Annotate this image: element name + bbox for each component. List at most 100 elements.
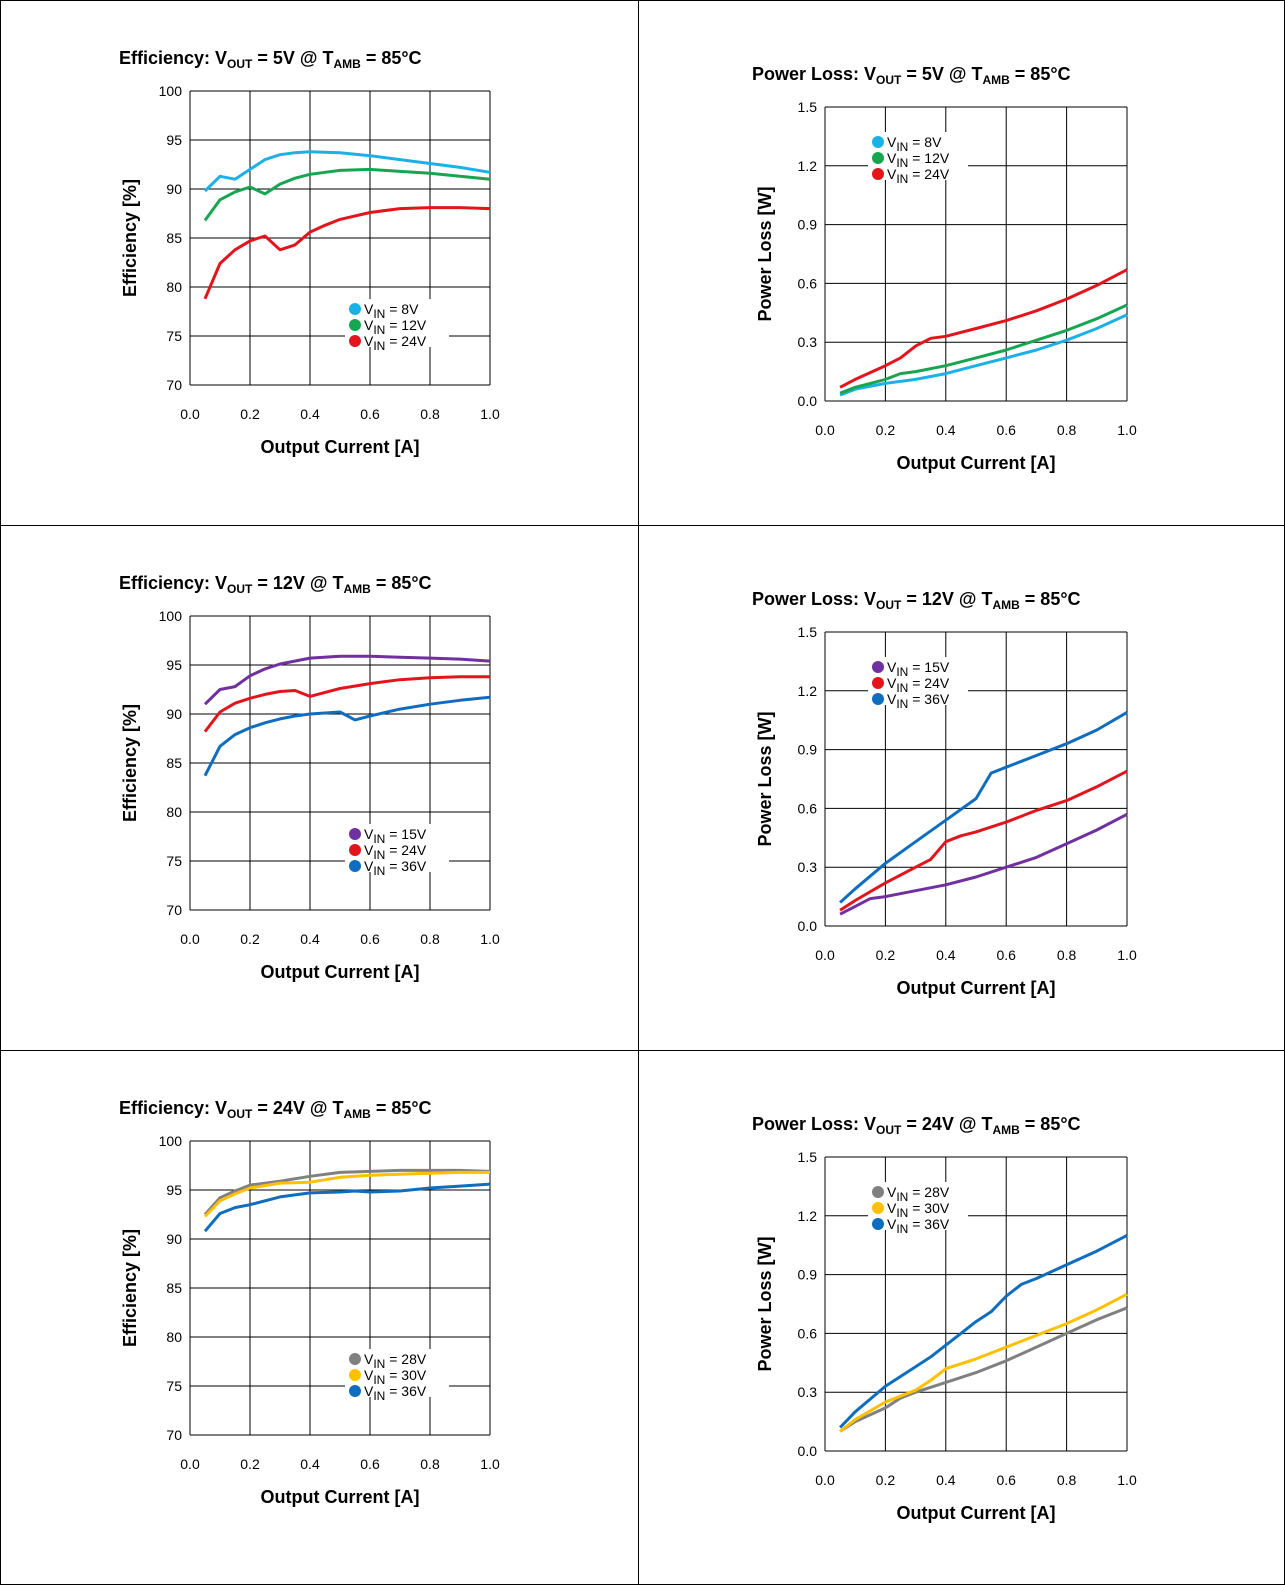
x-tick-label: 1.0	[480, 1456, 500, 1472]
legend-label-part: = 24V	[908, 675, 950, 691]
y-tick-label: 90	[166, 706, 182, 722]
x-tick-label: 0.4	[300, 406, 320, 422]
y-tick-label: 0.9	[798, 1267, 818, 1283]
x-axis-label: Output Current [A]	[261, 1487, 420, 1507]
y-tick-label: 100	[159, 83, 183, 99]
chart-title: Efficiency: VOUT = 5V @ TAMB = 85°C	[119, 48, 422, 71]
legend-label: VIN = 28V	[887, 1184, 950, 1204]
series-line-0	[203, 1168, 491, 1216]
chart-svg: Efficiency: VOUT = 5V @ TAMB = 85°C 70 75 8…	[119, 48, 500, 457]
legend-label-part: = 36V	[385, 858, 427, 874]
legend-label-part: V	[887, 150, 897, 166]
y-axis-label: Efficiency [%]	[120, 1229, 140, 1347]
legend-label-part: = 15V	[908, 659, 950, 675]
series-line-1	[203, 1170, 490, 1218]
chart-cell-efficiency-5v: Efficiency: VOUT = 5V @ TAMB = 85°C 70 75 8…	[1, 1, 639, 526]
chart-title-part: OUT	[876, 598, 902, 612]
y-tick-label: 75	[166, 853, 182, 869]
chart-title: Efficiency: VOUT = 12V @ TAMB = 85°C	[119, 573, 432, 596]
y-tick-label: 0.9	[798, 217, 818, 233]
chart-title-part: = 85°C	[1010, 64, 1071, 84]
y-tick-label: 1.5	[798, 624, 818, 640]
y-axis-label: Power Loss [W]	[755, 186, 775, 321]
legend-label-part: IN	[373, 1389, 385, 1403]
series-line-1	[839, 1292, 1128, 1433]
legend-label-part: V	[364, 1367, 374, 1383]
legend-label-part: IN	[896, 681, 908, 695]
legend-label: VIN = 24V	[887, 675, 950, 695]
chart-title-part: = 85°C	[371, 1098, 432, 1118]
legend-label-part: V	[887, 1184, 897, 1200]
legend-label-part: IN	[896, 665, 908, 679]
legend-label-part: V	[364, 858, 374, 874]
legend-label-part: V	[887, 134, 897, 150]
chart-title-part: = 5V @ T	[252, 48, 333, 68]
y-tick-label: 75	[166, 328, 182, 344]
chart-title-part: OUT	[227, 57, 253, 71]
chart-title-part: = 85°C	[361, 48, 422, 68]
x-tick-label: 0.8	[420, 406, 440, 422]
x-tick-label: 0.0	[815, 947, 835, 963]
chart-cell-power-loss-24v: Power Loss: VOUT = 24V @ TAMB = 85°C 0.0 0…	[639, 1051, 1284, 1584]
chart-title: Efficiency: VOUT = 24V @ TAMB = 85°C	[119, 1098, 432, 1121]
legend-marker	[349, 1385, 361, 1397]
series-line-2	[203, 695, 491, 777]
series-line-2	[839, 268, 1128, 389]
legend-marker	[872, 677, 884, 689]
chart-title-part: AMB	[982, 73, 1010, 87]
x-tick-label: 0.6	[996, 422, 1016, 438]
chart-cell-efficiency-12v: Efficiency: VOUT = 12V @ TAMB = 85°C 70 75…	[1, 526, 639, 1051]
chart-cell-efficiency-24v: Efficiency: VOUT = 24V @ TAMB = 85°C 70 75…	[1, 1051, 639, 1584]
series-line-2	[839, 711, 1128, 904]
y-tick-label: 85	[166, 755, 182, 771]
chart-svg: Efficiency: VOUT = 12V @ TAMB = 85°C 70 75…	[119, 573, 500, 982]
y-tick-label: 1.2	[798, 158, 818, 174]
legend-marker	[349, 319, 361, 331]
x-axis-label: Output Current [A]	[897, 1503, 1056, 1523]
legend-label-part: V	[887, 659, 897, 675]
y-tick-label: 80	[166, 1329, 182, 1345]
chart-svg: Efficiency: VOUT = 24V @ TAMB = 85°C 70 75…	[119, 1098, 500, 1507]
legend-label: VIN = 12V	[364, 317, 427, 337]
x-tick-label: 0.8	[1057, 947, 1077, 963]
y-tick-label: 100	[159, 608, 183, 624]
legend-label-part: IN	[373, 323, 385, 337]
legend-marker	[872, 152, 884, 164]
chart-title-part: AMB	[992, 598, 1020, 612]
legend-label-part: = 28V	[385, 1351, 427, 1367]
chart-title-part: = 12V @ T	[901, 589, 992, 609]
x-tick-label: 1.0	[1117, 422, 1137, 438]
x-tick-label: 0.2	[240, 1456, 260, 1472]
legend-label-part: IN	[896, 1222, 908, 1236]
x-tick-label: 0.2	[876, 947, 896, 963]
y-tick-label: 90	[166, 1231, 182, 1247]
y-tick-label: 1.5	[798, 1149, 818, 1165]
chart-title-part: = 24V @ T	[252, 1098, 343, 1118]
x-tick-label: 0.0	[180, 1456, 200, 1472]
legend-label-part: V	[364, 317, 374, 333]
chart-title-part: OUT	[227, 1107, 253, 1121]
series-line-1	[839, 769, 1128, 912]
y-tick-label: 0.0	[798, 1443, 818, 1459]
y-tick-label: 0.9	[798, 742, 818, 758]
legend-label-part: IN	[373, 307, 385, 321]
legend-background	[345, 824, 449, 872]
legend-label-part: = 24V	[908, 166, 950, 182]
legend-label-part: = 28V	[908, 1184, 950, 1200]
legend-label: VIN = 36V	[887, 1216, 950, 1236]
legend-label-part: IN	[896, 172, 908, 186]
y-tick-label: 1.2	[798, 1208, 818, 1224]
legend-label-part: V	[887, 691, 897, 707]
y-tick-label: 80	[166, 279, 182, 295]
legend-label: VIN = 24V	[364, 333, 427, 353]
chart-title: Power Loss: VOUT = 5V @ TAMB = 85°C	[752, 64, 1071, 87]
chart-cell-power-loss-5v: Power Loss: VOUT = 5V @ TAMB = 85°C 0.0 0.…	[639, 1, 1284, 526]
legend-marker	[872, 168, 884, 180]
x-axis-label: Output Current [A]	[261, 962, 420, 982]
legend-label: VIN = 15V	[887, 659, 950, 679]
x-tick-label: 0.8	[1057, 422, 1077, 438]
legend-background	[345, 1349, 449, 1397]
series-line-0	[839, 1306, 1128, 1433]
